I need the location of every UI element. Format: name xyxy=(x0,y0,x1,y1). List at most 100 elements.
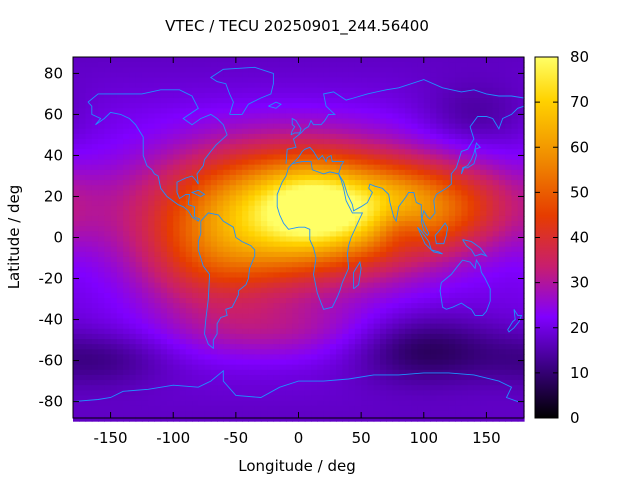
heatmap-cell xyxy=(398,323,406,330)
heatmap-cell xyxy=(461,215,469,222)
heatmap-cell xyxy=(336,395,343,402)
heatmap-cell xyxy=(104,169,112,176)
heatmap-cell xyxy=(160,210,168,217)
heatmap-cell xyxy=(260,221,268,227)
heatmap-cell xyxy=(198,92,206,99)
heatmap-cell xyxy=(423,298,431,304)
heatmap-cell xyxy=(354,221,362,227)
heatmap-cell xyxy=(229,123,237,130)
heatmap-cell xyxy=(229,190,237,197)
heatmap-cell xyxy=(486,98,494,104)
heatmap-cell xyxy=(179,226,187,232)
heatmap-cell xyxy=(480,195,488,202)
heatmap-cell xyxy=(448,57,456,63)
heatmap-cell xyxy=(85,251,93,258)
heatmap-cell xyxy=(73,210,80,217)
heatmap-cell xyxy=(448,333,456,340)
heatmap-cell xyxy=(423,282,431,289)
heatmap-cell xyxy=(260,400,268,407)
heatmap-cell xyxy=(98,390,105,397)
heatmap-cell xyxy=(392,385,400,391)
heatmap-cell xyxy=(210,369,218,376)
heatmap-cell xyxy=(480,256,488,263)
heatmap-cell xyxy=(267,339,275,345)
heatmap-cell xyxy=(242,169,249,176)
heatmap-cell xyxy=(442,164,450,171)
heatmap-cell xyxy=(298,221,306,227)
heatmap-cell xyxy=(373,169,381,176)
heatmap-cell xyxy=(498,139,506,145)
heatmap-cell xyxy=(148,128,156,135)
heatmap-cell xyxy=(285,103,293,109)
heatmap-cell xyxy=(417,195,425,202)
heatmap-cell xyxy=(135,277,143,284)
heatmap-cell xyxy=(411,303,419,309)
heatmap-cell xyxy=(235,72,243,79)
heatmap-cell xyxy=(166,246,174,253)
heatmap-cell xyxy=(192,277,199,284)
heatmap-cell xyxy=(279,354,287,361)
heatmap-cell xyxy=(379,369,387,376)
heatmap-cell xyxy=(179,190,187,197)
heatmap-cell xyxy=(386,339,394,345)
heatmap-cell xyxy=(480,287,488,294)
heatmap-cell xyxy=(480,98,488,104)
heatmap-cell xyxy=(192,72,199,79)
heatmap-cell xyxy=(248,390,256,397)
heatmap-cell xyxy=(442,154,450,161)
heatmap-cell xyxy=(235,133,243,140)
heatmap-cell xyxy=(379,98,387,104)
heatmap-cell xyxy=(229,92,237,99)
heatmap-cell xyxy=(116,318,124,325)
heatmap-cell xyxy=(342,267,350,273)
heatmap-cell xyxy=(517,256,525,263)
heatmap-cell xyxy=(323,390,331,397)
heatmap-cell xyxy=(148,380,156,386)
heatmap-cell xyxy=(160,251,168,258)
heatmap-cell xyxy=(223,374,231,381)
heatmap-cell xyxy=(392,159,400,166)
heatmap-cell xyxy=(517,190,525,197)
heatmap-cell xyxy=(473,328,481,335)
heatmap-cell xyxy=(367,236,375,243)
heatmap-cell xyxy=(123,108,130,115)
heatmap-cell xyxy=(348,246,356,253)
heatmap-cell xyxy=(254,344,262,350)
heatmap-cell xyxy=(160,133,168,140)
heatmap-cell xyxy=(361,369,368,376)
heatmap-cell xyxy=(204,185,212,191)
heatmap-cell xyxy=(461,77,469,84)
heatmap-cell xyxy=(461,292,469,299)
heatmap-cell xyxy=(285,128,293,135)
heatmap-cell xyxy=(166,380,174,386)
heatmap-cell xyxy=(154,405,162,412)
heatmap-cell xyxy=(480,57,488,63)
heatmap-cell xyxy=(298,308,306,314)
heatmap-cell xyxy=(235,195,243,202)
heatmap-cell xyxy=(160,67,168,73)
heatmap-cell xyxy=(292,169,300,176)
heatmap-cell xyxy=(498,400,506,407)
heatmap-cell xyxy=(480,380,488,386)
heatmap-cell xyxy=(498,113,506,120)
heatmap-cell xyxy=(304,369,312,376)
heatmap-cell xyxy=(85,380,93,386)
heatmap-cell xyxy=(248,395,256,402)
heatmap-cell xyxy=(386,354,394,361)
heatmap-cell xyxy=(511,210,519,217)
heatmap-cell xyxy=(192,236,199,243)
heatmap-cell xyxy=(492,149,500,156)
heatmap-cell xyxy=(154,349,162,356)
heatmap-cell xyxy=(73,333,80,340)
heatmap-cell xyxy=(417,390,425,397)
heatmap-cell xyxy=(242,185,249,191)
heatmap-cell xyxy=(367,390,375,397)
heatmap-cell xyxy=(442,128,450,135)
heatmap-cell xyxy=(361,374,368,381)
heatmap-cell xyxy=(148,231,156,238)
heatmap-cell xyxy=(148,400,156,407)
heatmap-cell xyxy=(116,174,124,181)
heatmap-cell xyxy=(223,87,231,94)
heatmap-cell xyxy=(79,174,87,181)
heatmap-cell xyxy=(517,236,525,243)
